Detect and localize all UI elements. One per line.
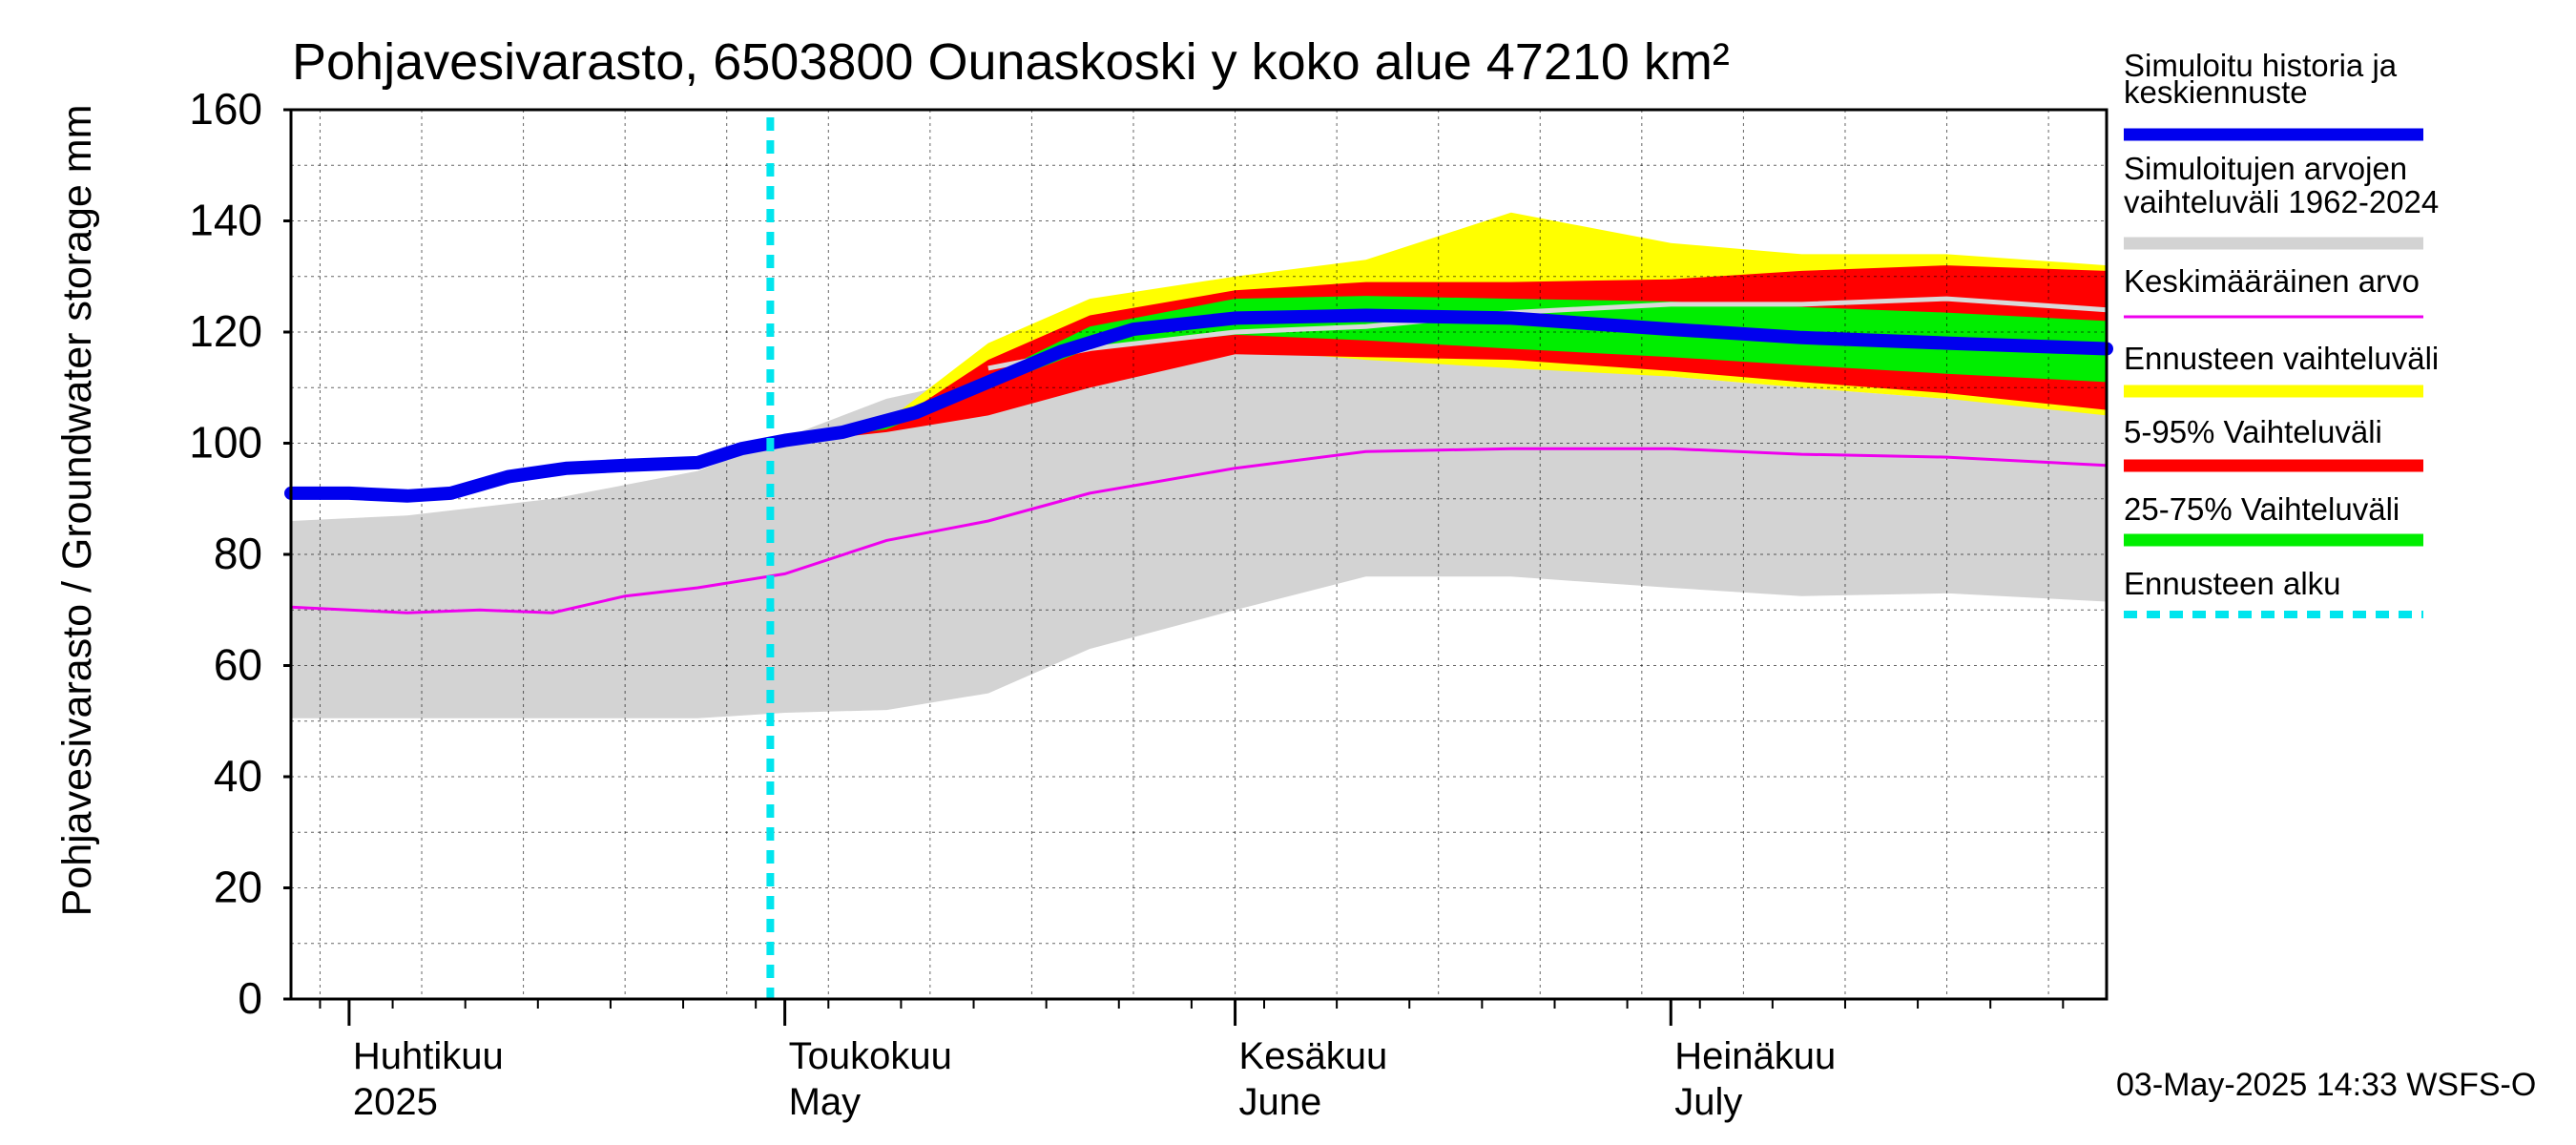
chart-title: Pohjavesivarasto, 6503800 Ounaskoski y k… — [292, 33, 1730, 91]
historical-range-band — [291, 343, 2107, 718]
legend-label-line: 5-95% Vaihteluväli — [2124, 414, 2382, 449]
legend-label-line: 25-75% Vaihteluväli — [2124, 491, 2399, 527]
y-tick-label: 140 — [189, 196, 262, 245]
y-tick-label: 80 — [214, 529, 262, 578]
legend-label: 5-95% Vaihteluväli — [2124, 414, 2382, 449]
legend-label-line: Simuloitu historia ja — [2124, 48, 2398, 83]
x-month-label-en: July — [1674, 1081, 1742, 1123]
legend: Simuloitu historia ja keskiennusteSimuloi… — [2124, 48, 2439, 618]
x-month-label-fi: Heinäkuu — [1674, 1035, 1836, 1077]
y-tick-label: 120 — [189, 306, 262, 356]
history-forecast-line — [284, 308, 2113, 503]
x-month-label-fi: Kesäkuu — [1239, 1035, 1388, 1077]
legend-label-line: Ennusteen vaihteluväli — [2124, 341, 2439, 376]
legend-label: Simuloitu historia ja keskiennuste — [2124, 48, 2398, 110]
y-axis-label: Pohjavesivarasto / Groundwater storage m… — [54, 105, 100, 917]
legend-label-line: Simuloitujen arvojen — [2124, 151, 2407, 186]
legend-label-line: vaihteluväli 1962-2024 — [2124, 184, 2439, 219]
legend-label: 25-75% Vaihteluväli — [2124, 491, 2399, 527]
legend-label: Keskimääräinen arvo — [2124, 263, 2420, 299]
legend-label-line: Keskimääräinen arvo — [2124, 263, 2420, 299]
legend-label: Ennusteen vaihteluväli — [2124, 341, 2439, 376]
x-month-label-en: 2025 — [353, 1081, 438, 1123]
y-tick-label: 100 — [189, 418, 262, 468]
legend-label-line: Ennusteen alku — [2124, 566, 2341, 601]
y-tick-label: 60 — [214, 640, 262, 690]
y-tick-label: 160 — [189, 84, 262, 134]
x-month-label-fi: Huhtikuu — [353, 1035, 504, 1077]
y-tick-label: 40 — [214, 751, 262, 801]
legend-label-line: keskiennuste — [2124, 74, 2308, 110]
mean-line — [290, 447, 2108, 614]
timestamp-footer: 03-May-2025 14:33 WSFS-O — [2116, 1067, 2536, 1103]
x-month-label-fi: Toukokuu — [789, 1035, 952, 1077]
x-month-label-en: June — [1239, 1081, 1322, 1123]
legend-label: Ennusteen alku — [2124, 566, 2341, 601]
y-tick-label: 20 — [214, 863, 262, 912]
y-tick-label: 0 — [238, 973, 262, 1023]
legend-label: Simuloitujen arvojen vaihteluväli 1962-20… — [2124, 151, 2439, 219]
x-month-label-en: May — [789, 1081, 862, 1123]
